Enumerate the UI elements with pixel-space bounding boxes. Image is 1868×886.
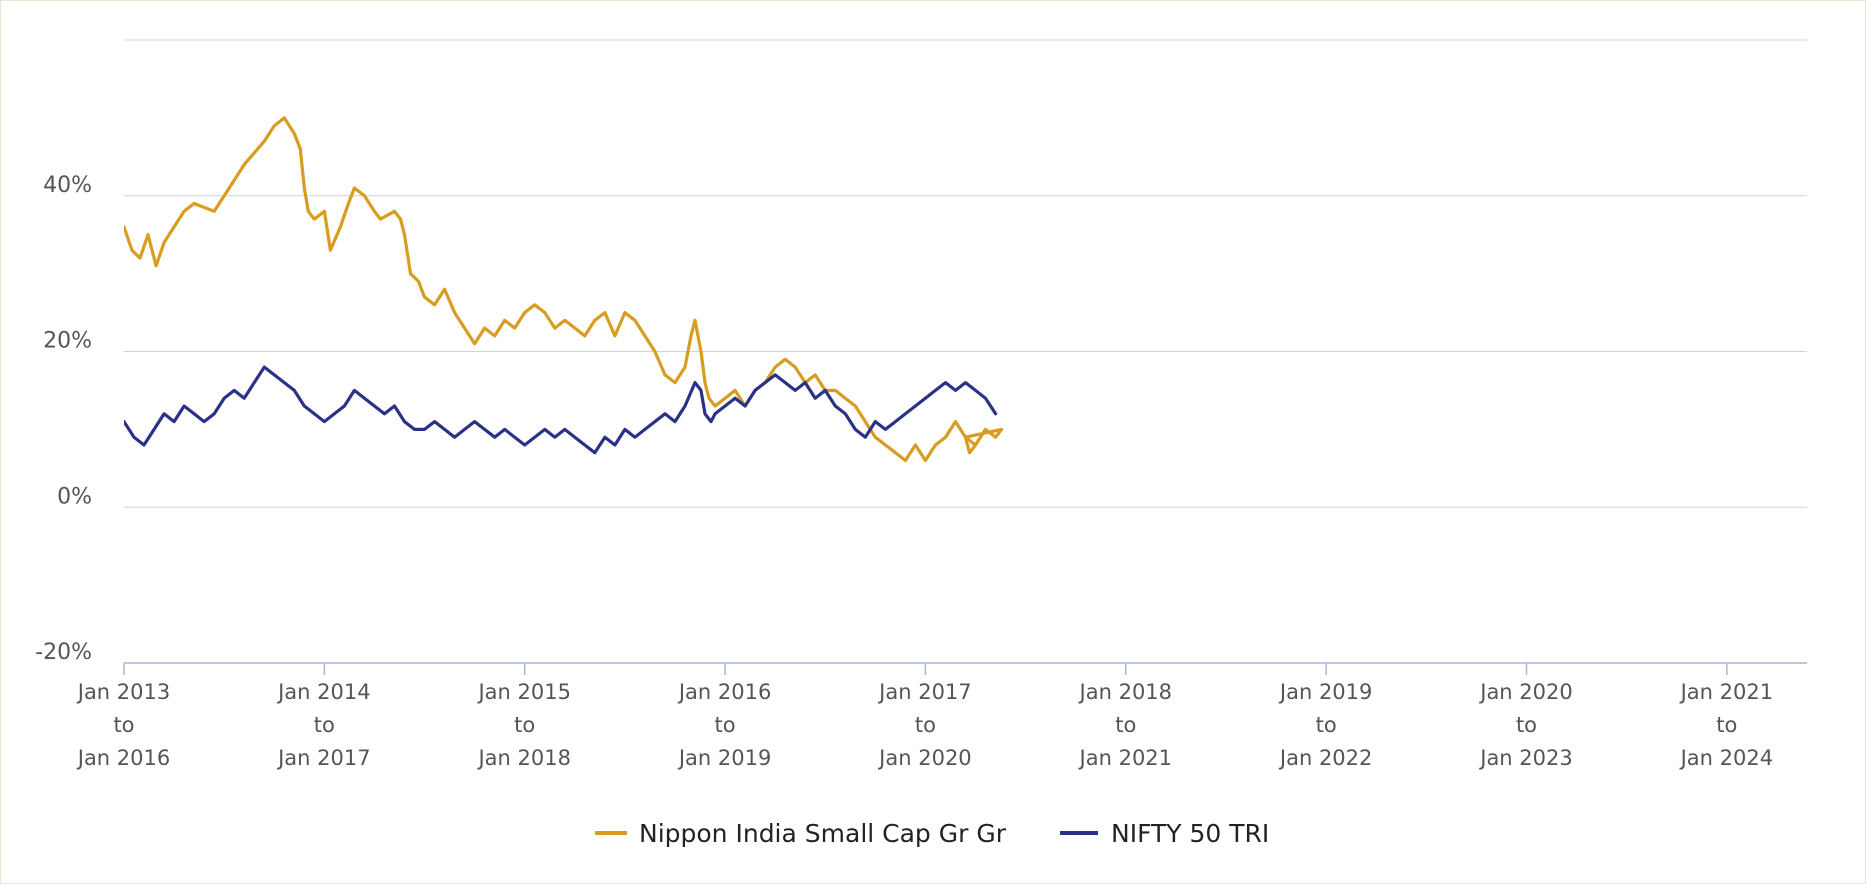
x-tick-label: Jan 2016: [76, 746, 171, 770]
x-tick-label: Jan 2014: [276, 680, 371, 704]
x-tick-label: to: [1516, 713, 1537, 737]
legend-item-nippon[interactable]: Nippon India Small Cap Gr Gr: [595, 819, 1007, 848]
x-tick-label: Jan 2021: [1679, 680, 1774, 704]
x-tick-label: to: [715, 713, 736, 737]
x-tick-label: Jan 2015: [476, 680, 571, 704]
y-tick-label: 20%: [43, 329, 92, 354]
series-lines: [124, 116, 1004, 463]
x-tick-label: Jan 2020: [1478, 680, 1573, 704]
y-tick-label: -20%: [35, 640, 92, 665]
x-tick-label: Jan 2023: [1478, 746, 1573, 770]
x-tick-label: Jan 2013: [76, 680, 171, 704]
legend[interactable]: Nippon India Small Cap Gr Gr NIFTY 50 TR…: [595, 819, 1269, 848]
x-tick-label: Jan 2024: [1679, 746, 1774, 770]
x-tick-label: to: [915, 713, 936, 737]
x-tick-label: to: [1115, 713, 1136, 737]
x-tick-label: Jan 2021: [1078, 746, 1173, 770]
x-tick-label: to: [314, 713, 335, 737]
x-tick-label: Jan 2017: [877, 680, 972, 704]
x-tick-label: Jan 2022: [1278, 746, 1373, 770]
grid-lines: [124, 39, 1807, 508]
x-tick-label: Jan 2017: [276, 746, 371, 770]
x-tick-label: Jan 2020: [877, 746, 972, 770]
legend-item-nifty[interactable]: NIFTY 50 TRI: [1060, 819, 1269, 848]
legend-label-nifty[interactable]: NIFTY 50 TRI: [1111, 819, 1269, 848]
x-tick-label: Jan 2018: [1078, 680, 1173, 704]
x-tick-label: Jan 2016: [677, 680, 772, 704]
x-tick-label: Jan 2018: [476, 746, 571, 770]
y-tick-label: 40%: [43, 173, 92, 198]
series-line-nippon[interactable]: [124, 116, 1004, 463]
y-axis-ticks: -20% 0% 20% 40%: [35, 173, 92, 665]
x-tick-label: Jan 2019: [1278, 680, 1373, 704]
x-tick-label: to: [113, 713, 134, 737]
x-tick-label: to: [1716, 713, 1737, 737]
x-tick-label: Jan 2019: [677, 746, 772, 770]
y-tick-label: 0%: [57, 484, 92, 509]
legend-label-nippon[interactable]: Nippon India Small Cap Gr Gr: [639, 819, 1007, 848]
series-line-nifty[interactable]: [124, 365, 998, 455]
x-axis-ticks: Jan 2013 to Jan 2016 Jan 2014 to Jan 2017 Jan …: [76, 663, 1773, 770]
x-tick-label: to: [514, 713, 535, 737]
x-tick-label: to: [1316, 713, 1337, 737]
